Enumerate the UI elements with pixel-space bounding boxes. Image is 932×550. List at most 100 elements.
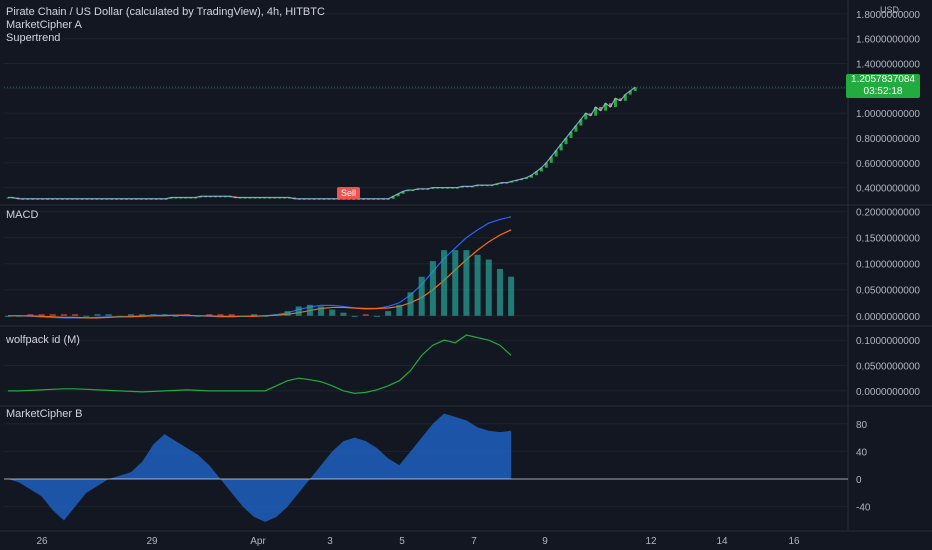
x-tick-label: 16 (788, 536, 800, 547)
macd-histogram-bar (172, 315, 179, 317)
price-candle (584, 113, 588, 120)
chart-title: Pirate Chain / US Dollar (calculated by … (6, 6, 325, 18)
price-candle (529, 175, 533, 178)
price-close-line (8, 86, 636, 200)
macd-histogram-bar (396, 304, 403, 316)
price-candle (569, 131, 573, 138)
price-candle (495, 183, 499, 186)
x-tick-label: Apr (250, 536, 266, 547)
macd-histogram-bar (474, 254, 481, 316)
macd-histogram-bar (250, 314, 257, 316)
price-candle (628, 90, 632, 95)
macd-histogram-bar (496, 268, 503, 316)
macd-histogram-bar (105, 314, 112, 316)
x-tick-label: 29 (146, 536, 158, 547)
macd-histogram-bar (485, 259, 492, 316)
price-candle (199, 196, 203, 198)
macd-histogram-bar (429, 261, 436, 316)
price-candle (510, 181, 514, 183)
macd-histogram-bar (385, 311, 392, 316)
macd-histogram-bar (38, 314, 45, 316)
macd-histogram-bar (407, 292, 414, 316)
macd-histogram-bar (116, 315, 123, 317)
price-candle (604, 103, 608, 111)
macd-histogram-bar (329, 309, 336, 316)
macd-histogram-bar (284, 311, 291, 316)
y-tick-label: 0.1000000000 (856, 260, 920, 271)
price-candle (416, 188, 420, 191)
y-tick-label: 0 (856, 475, 862, 486)
macd-histogram-bar (373, 315, 380, 317)
x-tick-label: 14 (716, 536, 728, 547)
macd-histogram-bar (273, 314, 280, 316)
macd-histogram-bar (508, 276, 515, 316)
wolfpack-line (8, 334, 512, 394)
marketcipher-b-pane-title: MarketCipher B (6, 408, 83, 420)
price-candle (396, 193, 400, 197)
y-tick-label: 0.0000000000 (856, 387, 920, 398)
macd-histogram-bar (362, 314, 369, 316)
price-candle (633, 87, 637, 91)
x-tick-label: 5 (399, 536, 405, 547)
y-tick-label: 1.8000000000 (856, 10, 920, 21)
y-tick-label: 1.4000000000 (856, 60, 920, 71)
macd-histogram-bar (318, 306, 325, 316)
macd-histogram-bar (183, 314, 190, 316)
macd-histogram-bar (195, 315, 202, 317)
price-candle (599, 106, 603, 111)
price-candle (564, 137, 568, 145)
y-tick-label: 0.0000000000 (856, 312, 920, 323)
price-candle (460, 186, 464, 188)
macd-histogram-bar (217, 314, 224, 316)
x-tick-label: 9 (542, 536, 548, 547)
y-tick-label: 1.6000000000 (856, 35, 920, 46)
sell-signal-label: Sell (337, 187, 361, 199)
price-candle (515, 180, 519, 182)
y-tick-label: -40 (856, 503, 871, 514)
price-candle (233, 196, 237, 198)
y-tick-label: 0.8000000000 (856, 134, 920, 145)
price-candle (431, 187, 435, 189)
last-price-value: 1.2057837084 (851, 74, 915, 85)
x-tick-label: 12 (645, 536, 657, 547)
price-candle (618, 98, 622, 101)
price-candle (401, 191, 405, 194)
price-candle (589, 113, 593, 116)
macd-histogram-bar (452, 250, 459, 316)
price-candle (534, 171, 538, 176)
price-candle (554, 150, 558, 157)
price-candle (500, 182, 504, 184)
x-tick-label: 3 (327, 536, 333, 547)
price-candle (559, 144, 563, 151)
price-candle (391, 196, 395, 199)
macd-histogram-bar (127, 314, 134, 316)
price-candle (549, 156, 553, 163)
price-candle (525, 177, 529, 179)
last-price-tag: 1.2057837084 03:52:18 (846, 74, 920, 98)
price-candle (292, 197, 296, 199)
y-tick-label: 0.1000000000 (856, 336, 920, 347)
price-candle (623, 94, 627, 101)
macd-histogram-bar (463, 250, 470, 316)
macd-histogram-bar (441, 250, 448, 316)
price-candle (608, 103, 612, 107)
macd-pane-title: MACD (6, 209, 39, 221)
macd-histogram-bar (351, 315, 358, 317)
price-candle (520, 178, 524, 181)
bar-countdown: 03:52:18 (863, 86, 903, 97)
y-tick-label: 80 (856, 420, 868, 431)
price-candle (539, 167, 543, 172)
price-candle (574, 125, 578, 132)
y-tick-label: 0.4000000000 (856, 184, 920, 195)
indicator-marketcipher-a[interactable]: MarketCipher A (6, 19, 82, 31)
macd-histogram-bar (295, 306, 302, 316)
macd-histogram-bar (262, 315, 269, 317)
x-tick-label: 26 (36, 536, 48, 547)
macd-histogram-bar (206, 314, 213, 316)
indicator-supertrend[interactable]: Supertrend (6, 32, 61, 44)
macd-histogram-bar (228, 314, 235, 316)
y-tick-label: 0.1500000000 (856, 234, 920, 245)
macd-histogram-bar (150, 314, 157, 316)
macd-histogram-bar (5, 315, 11, 317)
